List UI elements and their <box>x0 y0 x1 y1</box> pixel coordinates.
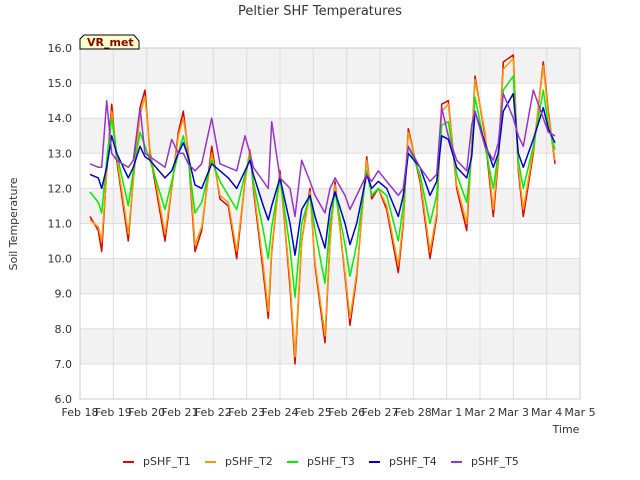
x-tick-label: Feb 18 <box>62 406 99 419</box>
plot-band <box>80 363 580 399</box>
y-tick-label: 15.0 <box>48 77 73 90</box>
y-axis-label: Soil Temperature <box>7 177 20 270</box>
y-tick-label: 11.0 <box>48 218 73 231</box>
badge-text: VR_met <box>87 36 134 49</box>
plot-band <box>80 293 580 329</box>
chart-title: Peltier SHF Temperatures <box>238 4 402 19</box>
legend-item-pSHF_T1: pSHF_T1 <box>123 455 191 468</box>
x-tick-label: Feb 19 <box>95 406 132 419</box>
legend-label: pSHF_T3 <box>307 455 355 468</box>
legend-item-pSHF_T5: pSHF_T5 <box>451 455 519 468</box>
x-tick-label: Mar 2 <box>464 406 495 419</box>
vr-met-badge: VR_met <box>79 34 140 50</box>
x-tick-label: Feb 26 <box>328 406 365 419</box>
y-tick-label: 14.0 <box>48 112 73 125</box>
legend-label: pSHF_T5 <box>471 455 519 468</box>
y-tick-label: 6.0 <box>55 393 73 406</box>
series-line-pSHF_T3 <box>89 75 556 298</box>
series-line-pSHF_T5 <box>89 89 556 218</box>
legend-label: pSHF_T2 <box>225 455 273 468</box>
x-tick-label: Feb 21 <box>162 406 199 419</box>
y-tick-labels: 6.0 7.0 8.0 9.0 10.0 11.0 12.0 13.0 14.0 15.0 16.0 <box>48 42 73 406</box>
legend-item-pSHF_T3: pSHF_T3 <box>287 455 355 468</box>
plot-band <box>80 118 580 154</box>
legend: pSHF_T1 pSHF_T2 pSHF_T3 pSHF_T4 pSHF_T5 <box>123 455 519 468</box>
y-tick-label: 12.0 <box>48 182 73 195</box>
x-tick-label: Mar 4 <box>531 406 562 419</box>
x-tick-label: Feb 25 <box>295 406 332 419</box>
x-tick-label: Mar 1 <box>431 406 462 419</box>
plot-band <box>80 83 580 119</box>
y-tick-label: 8.0 <box>55 323 73 336</box>
x-tick-label: Mar 3 <box>498 406 529 419</box>
plot-band <box>80 258 580 294</box>
legend-item-pSHF_T2: pSHF_T2 <box>205 455 273 468</box>
legend-item-pSHF_T4: pSHF_T4 <box>369 455 437 468</box>
x-tick-label: Feb 20 <box>128 406 165 419</box>
x-axis-label: Time <box>552 423 580 436</box>
x-tick-label: Feb 22 <box>195 406 232 419</box>
series-layer <box>89 54 556 365</box>
legend-label: pSHF_T1 <box>143 455 191 468</box>
series-line-pSHF_T2 <box>89 57 556 358</box>
y-tick-label: 7.0 <box>55 358 73 371</box>
y-tick-label: 13.0 <box>48 147 73 160</box>
plot-band <box>80 48 580 84</box>
y-tick-label: 10.0 <box>48 253 73 266</box>
y-tick-label: 9.0 <box>55 288 73 301</box>
x-tick-label: Feb 28 <box>395 406 432 419</box>
x-tick-label: Mar 5 <box>564 406 595 419</box>
x-tick-label: Feb 23 <box>228 406 265 419</box>
x-tick-label: Feb 27 <box>362 406 399 419</box>
y-tick-label: 16.0 <box>48 42 73 55</box>
plot-band <box>80 188 580 224</box>
legend-label: pSHF_T4 <box>389 455 437 468</box>
plot-frame <box>79 47 581 400</box>
plot-band <box>80 328 580 364</box>
x-tick-label: Feb 24 <box>262 406 299 419</box>
